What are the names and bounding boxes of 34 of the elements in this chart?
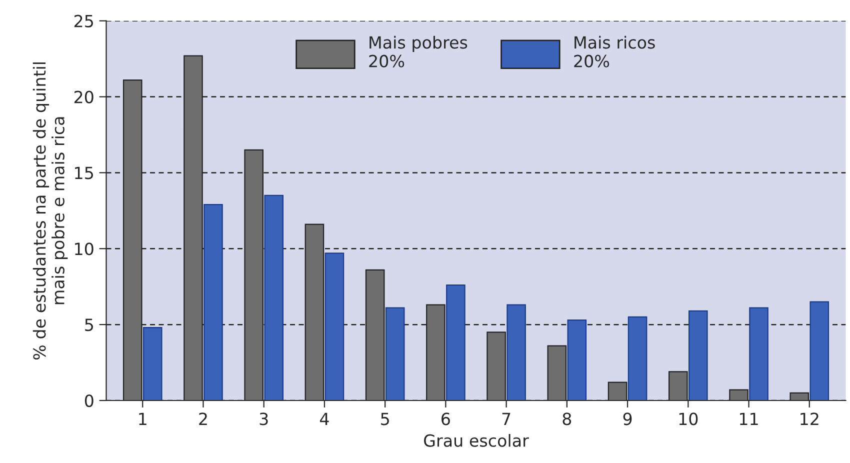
bar bbox=[264, 194, 284, 400]
x-tick-label: 2 bbox=[199, 412, 207, 425]
bar bbox=[506, 304, 526, 400]
bar bbox=[688, 310, 708, 400]
bar bbox=[204, 204, 223, 400]
bar bbox=[628, 316, 648, 400]
bar bbox=[749, 307, 768, 400]
y-tick-label: 15 bbox=[75, 166, 93, 180]
y-tick-label: 10 bbox=[75, 242, 94, 256]
x-tick-label: 8 bbox=[562, 412, 572, 426]
x-tick-label: 12 bbox=[800, 412, 818, 425]
y-tick-label: 20 bbox=[74, 90, 94, 104]
y-axis-title: % de estudantes na parte de quintil mais pobre e mais rica bbox=[32, 62, 68, 360]
x-tick-label: 10 bbox=[679, 412, 698, 426]
bar bbox=[142, 327, 162, 400]
y-tick-label: 0 bbox=[84, 394, 94, 408]
x-axis-title: Grau escolar bbox=[424, 434, 529, 447]
x-tick-label: 9 bbox=[623, 412, 632, 426]
x-tick-label: 6 bbox=[442, 412, 450, 426]
bar bbox=[810, 301, 830, 400]
bar bbox=[385, 307, 405, 400]
x-tick-label: 11 bbox=[740, 412, 758, 425]
x-tick-label: 5 bbox=[381, 412, 389, 426]
bar bbox=[446, 284, 466, 400]
y-tick-label: 25 bbox=[74, 14, 93, 28]
x-tick-label: 4 bbox=[320, 412, 329, 425]
x-tick-label: 3 bbox=[260, 412, 268, 426]
bar bbox=[324, 252, 344, 400]
x-tick-label: 7 bbox=[502, 412, 510, 425]
legend-label: Mais ricos 20% bbox=[574, 36, 655, 68]
bar bbox=[567, 319, 587, 400]
y-tick-label: 5 bbox=[85, 318, 93, 332]
x-tick-label: 1 bbox=[139, 412, 146, 425]
legend-label: Mais pobres 20% bbox=[369, 36, 468, 68]
